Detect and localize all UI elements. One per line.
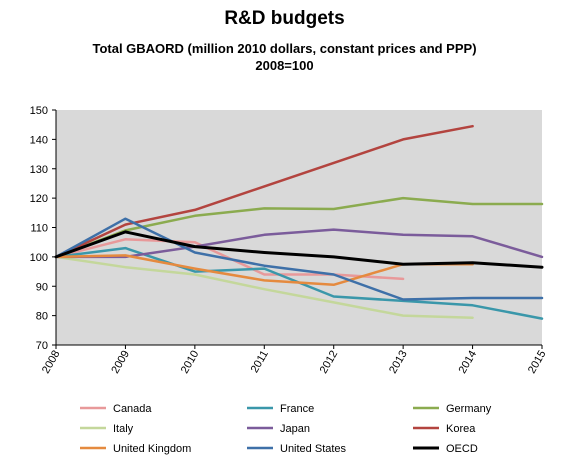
y-tick-label: 150 xyxy=(30,105,48,117)
legend-label-united-states: United States xyxy=(280,443,347,455)
y-tick-label: 140 xyxy=(30,134,48,146)
legend-label-canada: Canada xyxy=(113,403,152,415)
x-tick-label: 2015 xyxy=(526,349,549,376)
y-tick-label: 90 xyxy=(36,281,48,293)
y-tick-label: 100 xyxy=(30,252,48,264)
x-tick-label: 2009 xyxy=(109,349,132,376)
legend-label-oecd: OECD xyxy=(446,443,478,455)
legend-label-united-kingdom: United Kingdom xyxy=(113,443,191,455)
series-line-united-states xyxy=(54,217,544,301)
legend-label-france: France xyxy=(280,403,314,415)
legend-label-japan: Japan xyxy=(280,423,310,435)
legend-label-korea: Korea xyxy=(446,423,476,435)
series-line-italy xyxy=(54,255,474,319)
subtitle-line-2: 2008=100 xyxy=(255,58,314,73)
legend-label-italy: Italy xyxy=(113,423,134,435)
plot-area xyxy=(56,110,542,345)
series-line-japan xyxy=(54,228,544,259)
x-tick-label: 2011 xyxy=(249,349,271,375)
x-tick-label: 2008 xyxy=(40,349,63,376)
y-tick-label: 130 xyxy=(30,164,48,176)
y-tick-label: 80 xyxy=(36,311,48,323)
series-line-germany xyxy=(54,196,544,259)
x-tick-label: 2013 xyxy=(387,349,410,376)
y-tick-label: 110 xyxy=(30,223,48,235)
series-line-korea xyxy=(54,124,474,259)
x-tick-label: 2010 xyxy=(179,349,202,376)
subtitle-line-1: Total GBAORD (million 2010 dollars, cons… xyxy=(92,41,477,56)
chart-subtitle: Total GBAORD (million 2010 dollars, cons… xyxy=(0,40,569,74)
y-tick-label: 70 xyxy=(36,340,48,352)
series-lines xyxy=(54,124,544,320)
legend: Canada France Germany Italy Japan Korea United… xyxy=(80,403,492,455)
chart-title: R&D budgets xyxy=(224,8,345,29)
x-tick-label: 2012 xyxy=(318,349,341,376)
legend-label-germany: Germany xyxy=(446,403,492,415)
x-tick-label: 2014 xyxy=(457,349,480,376)
series-line-oecd xyxy=(54,230,544,269)
y-tick-label: 120 xyxy=(30,193,48,205)
